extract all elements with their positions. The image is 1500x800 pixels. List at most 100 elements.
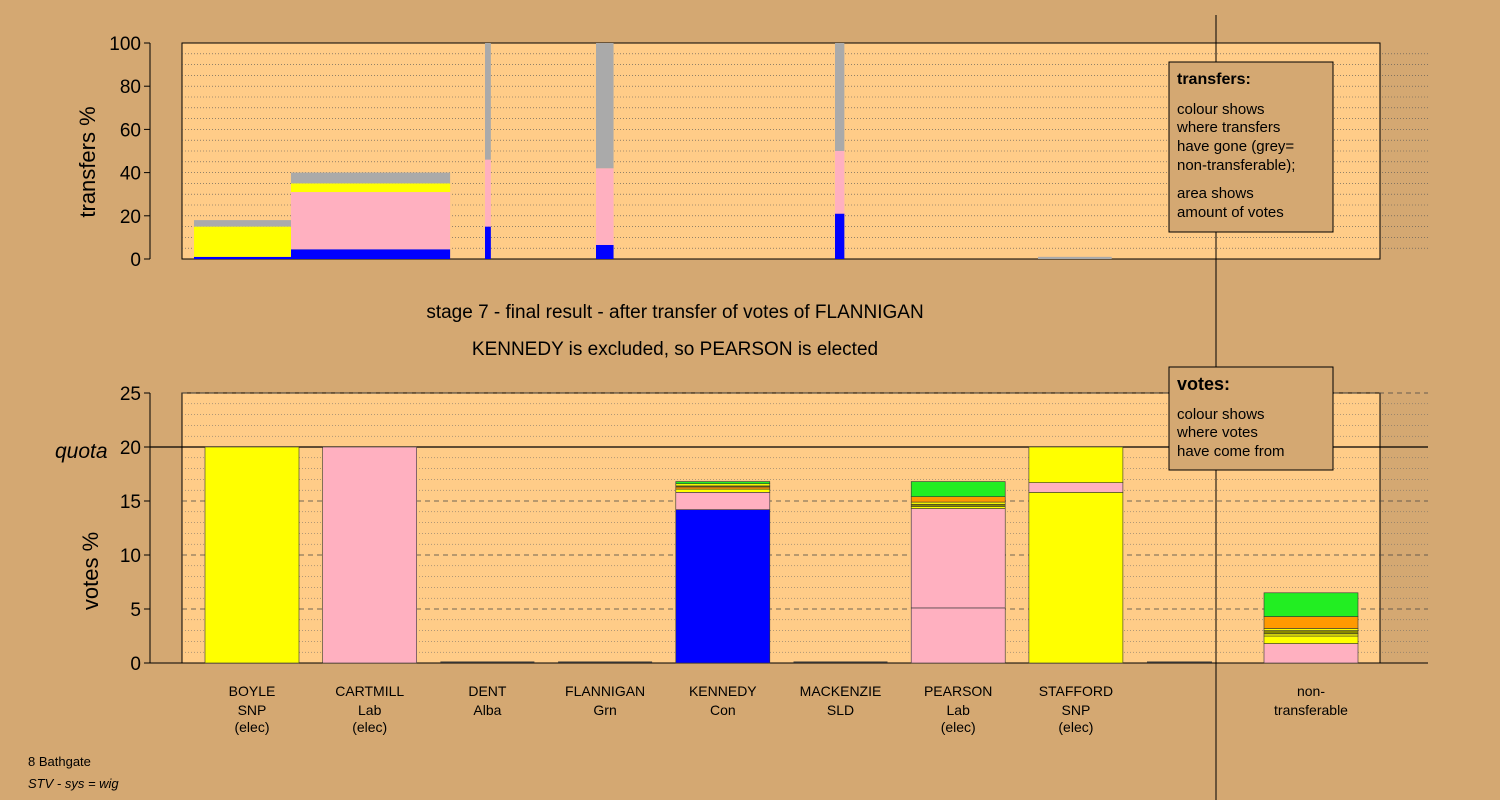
y-tick-label: 15 xyxy=(120,492,141,513)
transfers-legend-title: transfers: xyxy=(1177,71,1251,88)
votes-legend-line: where votes xyxy=(1176,424,1258,441)
transfer-segment-flannigan xyxy=(596,43,614,169)
nontransferable-segment xyxy=(1263,628,1359,631)
candidate-party: Lab xyxy=(358,702,382,718)
vote-segment-cartmill xyxy=(322,446,418,664)
transfer-segment-boyle xyxy=(194,220,310,227)
y-tick-label: 10 xyxy=(120,546,141,567)
vote-segment-pearson xyxy=(910,496,1006,503)
y-tick-label: 0 xyxy=(130,250,141,271)
transfers-legend-line: where transfers xyxy=(1176,119,1280,136)
candidate-party: Lab xyxy=(947,702,971,718)
vote-segment-kennedy xyxy=(675,481,771,485)
transfer-segment-cartmill xyxy=(291,172,451,184)
transfer-segment-dent xyxy=(485,159,491,227)
vote-segment-pearson xyxy=(910,506,1006,509)
votes-legend-title: votes: xyxy=(1177,374,1230,394)
vote-bar-empty xyxy=(558,661,653,663)
transfers-legend-line: area shows xyxy=(1177,185,1254,202)
nontransferable-label: non- xyxy=(1297,683,1325,699)
nontransferable-label: transferable xyxy=(1274,702,1348,718)
candidate-party: Alba xyxy=(473,702,501,718)
candidate-name: MACKENZIE xyxy=(800,683,882,699)
transfers-y-label: transfers % xyxy=(75,106,100,217)
voting-system: STV - sys = wig xyxy=(28,776,119,791)
candidate-name: CARTMILL xyxy=(335,683,404,699)
transfer-segment-mackenzie xyxy=(835,213,845,259)
y-tick-label: 0 xyxy=(130,654,141,675)
transfers-legend-line: colour shows xyxy=(1177,101,1265,118)
transfers-legend-line: have gone (grey= xyxy=(1177,138,1294,155)
y-tick-label: 20 xyxy=(120,438,141,459)
transfer-segment-flannigan xyxy=(596,244,614,259)
candidate-party: SNP xyxy=(238,702,267,718)
nontransferable-segment xyxy=(1263,592,1359,617)
y-tick-label: 80 xyxy=(120,77,141,98)
votes-legend: votes: colour shows where votes have com… xyxy=(1168,366,1334,471)
candidate-party: SNP xyxy=(1062,702,1091,718)
candidate-status: (elec) xyxy=(1058,719,1093,735)
transfer-segment-cartmill xyxy=(291,183,451,193)
transfer-segment-boyle xyxy=(194,226,310,257)
y-tick-label: 5 xyxy=(130,600,141,621)
transfer-segment-mackenzie xyxy=(835,43,845,151)
result-caption: KENNEDY is excluded, so PEARSON is elect… xyxy=(472,339,878,360)
stage-caption: stage 7 - final result - after transfer … xyxy=(426,302,923,323)
transfers-legend-line: amount of votes xyxy=(1177,204,1284,221)
vote-segment-stafford xyxy=(1028,446,1124,483)
votes-bars xyxy=(204,446,1359,664)
vote-segment-pearson xyxy=(910,607,1006,664)
transfer-segment-stafford xyxy=(1038,256,1112,259)
votes-legend-line: colour shows xyxy=(1177,406,1265,423)
transfer-segment-dent xyxy=(485,43,491,160)
candidate-name: BOYLE xyxy=(229,683,276,699)
vote-segment-stafford xyxy=(1028,492,1124,664)
candidate-name: STAFFORD xyxy=(1039,683,1113,699)
votes-legend-line: have come from xyxy=(1177,443,1285,460)
transfers-legend-line: non-transferable); xyxy=(1177,157,1295,174)
vote-segment-kennedy xyxy=(675,483,771,487)
candidate-name: KENNEDY xyxy=(689,683,757,699)
votes-y-axis: 0 5 10 15 20 25 xyxy=(120,384,151,675)
nontransferable-segment xyxy=(1263,633,1359,637)
candidate-party: SLD xyxy=(827,702,854,718)
vote-segment-boyle xyxy=(204,446,300,664)
candidate-name: PEARSON xyxy=(924,683,992,699)
nontransferable-segment xyxy=(1263,635,1359,644)
nontransferable-segment xyxy=(1263,643,1359,664)
vote-segment-stafford xyxy=(1028,482,1124,493)
candidate-party: Grn xyxy=(593,702,616,718)
votes-y-label: votes % xyxy=(78,532,103,610)
candidate-party: Con xyxy=(710,702,736,718)
vote-segment-pearson xyxy=(910,481,1006,497)
vote-segment-kennedy xyxy=(675,486,771,490)
nontransferable-segment xyxy=(1263,616,1359,629)
y-tick-label: 60 xyxy=(120,120,141,141)
transfer-segment-cartmill xyxy=(291,192,451,250)
vote-segment-pearson xyxy=(910,508,1006,609)
candidate-status: (elec) xyxy=(234,719,269,735)
transfers-bars xyxy=(194,43,1112,259)
transfer-segment-flannigan xyxy=(596,168,614,245)
ward-name: 8 Bathgate xyxy=(28,754,91,769)
y-tick-label: 20 xyxy=(120,207,141,228)
candidate-labels: BOYLESNP(elec)CARTMILLLab(elec)DENTAlbaF… xyxy=(229,683,1349,735)
candidate-name: FLANNIGAN xyxy=(565,683,645,699)
vote-segment-pearson xyxy=(910,503,1006,507)
candidate-status: (elec) xyxy=(352,719,387,735)
y-tick-label: 25 xyxy=(120,384,141,405)
vote-bar-empty xyxy=(793,661,888,663)
candidate-status: (elec) xyxy=(941,719,976,735)
transfer-segment-dent xyxy=(485,226,491,259)
vote-segment-kennedy xyxy=(675,488,771,493)
vote-bar-empty xyxy=(1147,661,1212,663)
vote-segment-kennedy xyxy=(675,509,771,664)
vote-segment-pearson xyxy=(910,501,1006,505)
transfer-segment-boyle xyxy=(194,256,310,259)
transfers-legend: transfers: colour shows where transfers … xyxy=(1168,61,1334,233)
candidate-name: DENT xyxy=(468,683,507,699)
y-tick-label: 100 xyxy=(109,34,141,55)
nontransferable-segment xyxy=(1263,630,1359,635)
vote-bar-empty xyxy=(440,661,535,663)
